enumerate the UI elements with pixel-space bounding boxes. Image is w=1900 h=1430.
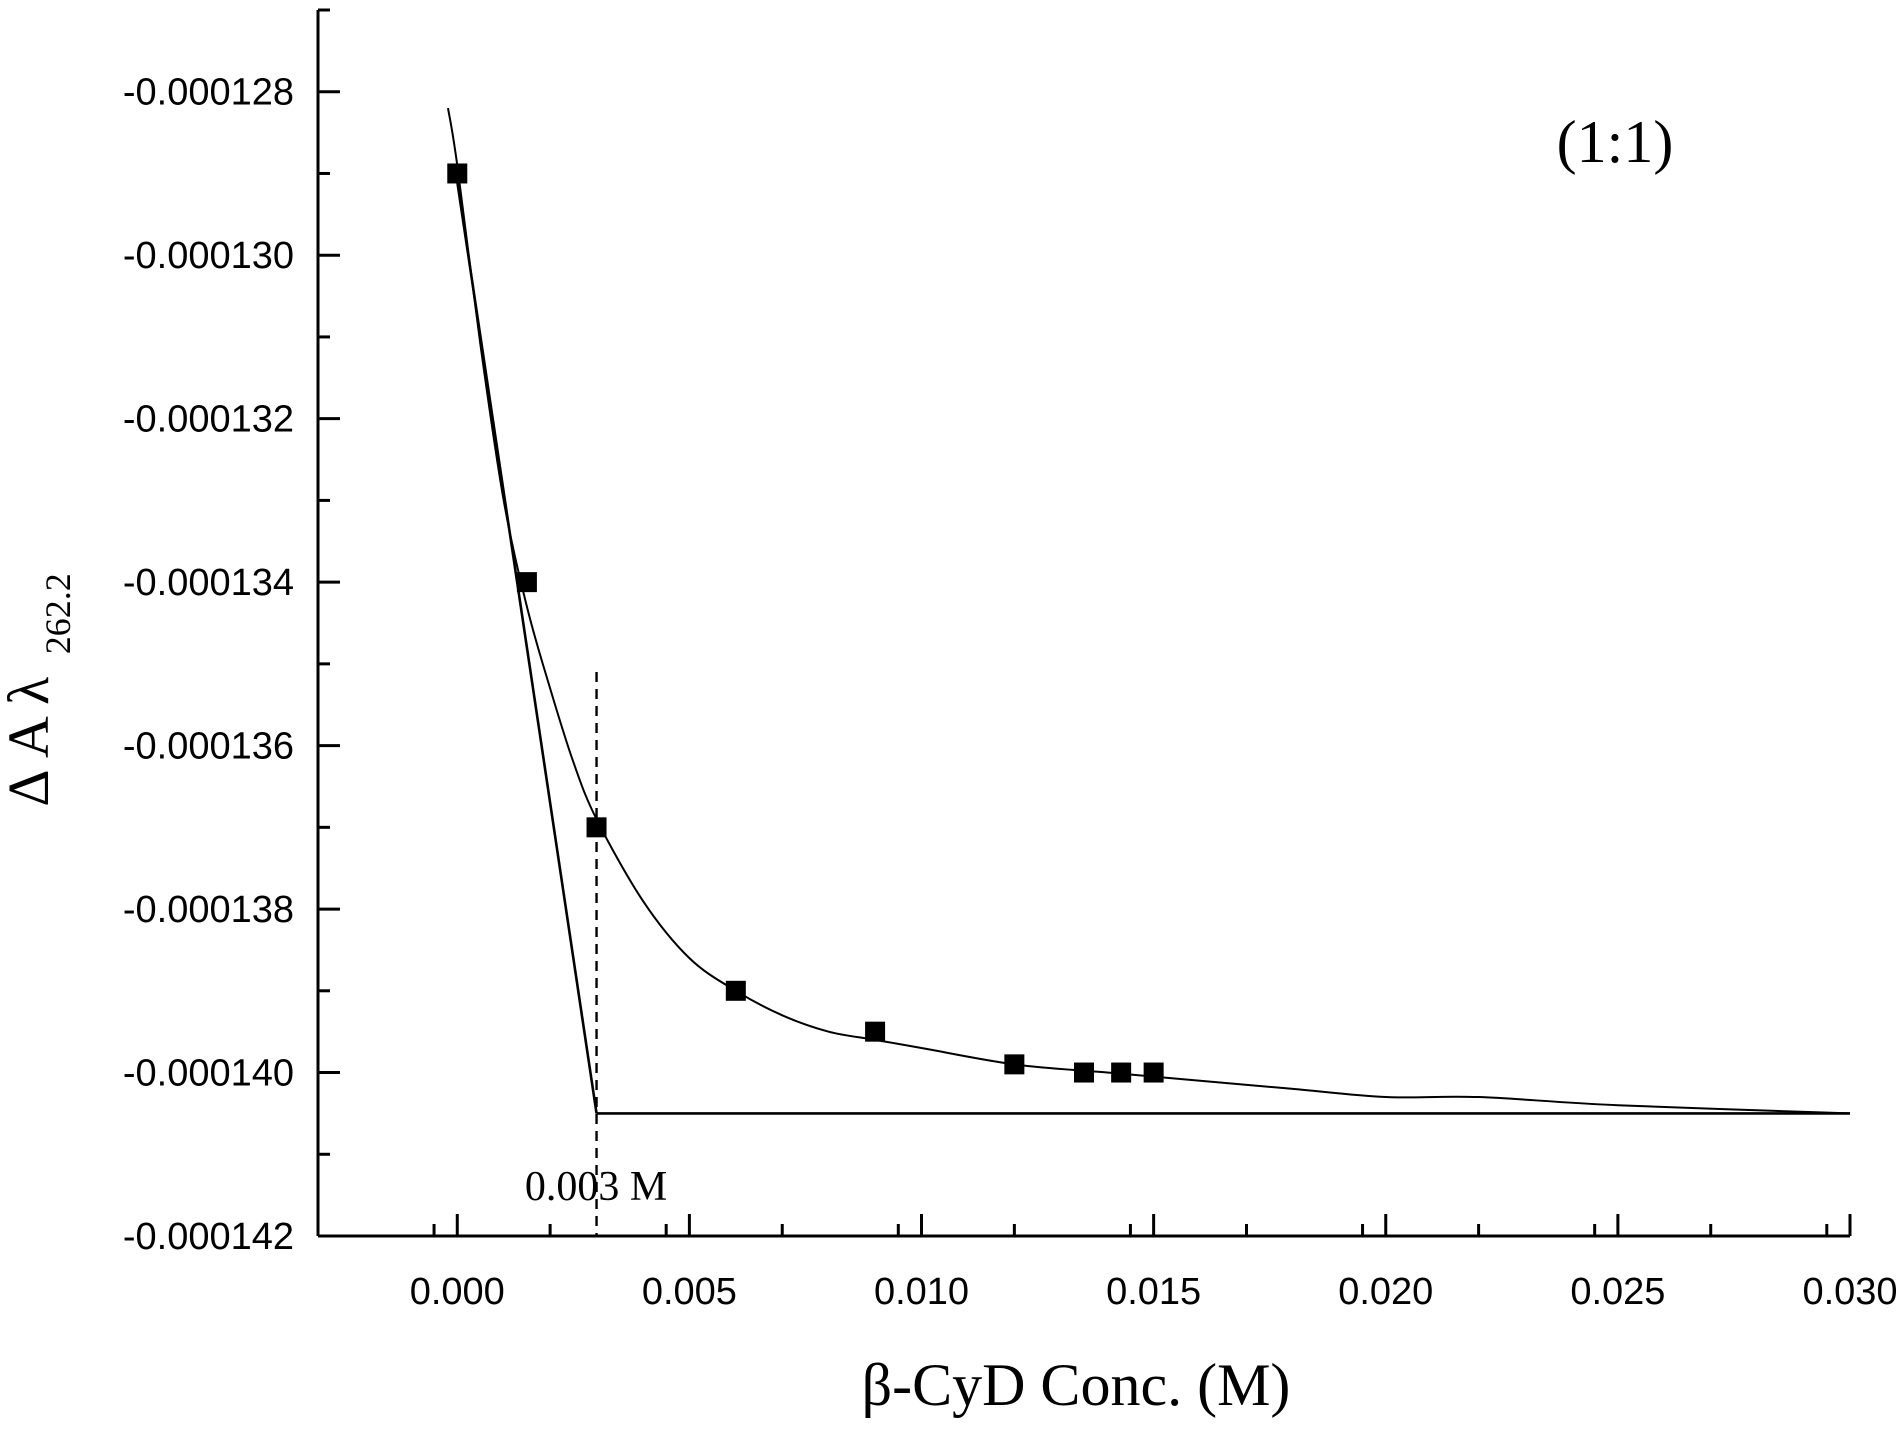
fit-lines bbox=[447, 107, 1851, 1236]
data-point bbox=[447, 163, 468, 184]
x-tick-label: 0.005 bbox=[642, 1271, 737, 1313]
data-point bbox=[586, 817, 607, 838]
y-tick-label: -0.000130 bbox=[123, 235, 294, 277]
x-axis-label: β-CyD Conc. (M) bbox=[862, 1352, 1291, 1418]
y-ticks: -0.000128 -0.000130 -0.000132 -0.000134 -0.0… bbox=[123, 8, 340, 1258]
fit-curve bbox=[447, 107, 1851, 1115]
x-tick-label: 0.000 bbox=[410, 1271, 505, 1313]
y-axis-label-main: Δ A λ bbox=[0, 677, 61, 807]
y-axis-label-subscript: 262.2 bbox=[38, 573, 78, 654]
annotation-ratio: (1:1) bbox=[1557, 109, 1674, 175]
y-tick-label: -0.000134 bbox=[123, 562, 294, 604]
y-tick-label: -0.000128 bbox=[123, 72, 294, 114]
y-tick-label: -0.000142 bbox=[123, 1216, 294, 1258]
y-tick-label: -0.000132 bbox=[123, 399, 294, 441]
x-tick-label: 0.010 bbox=[874, 1271, 969, 1313]
data-point bbox=[1074, 1062, 1094, 1083]
data-point bbox=[1143, 1062, 1164, 1083]
data-point bbox=[865, 1021, 886, 1042]
y-tick-label: -0.000136 bbox=[123, 726, 294, 768]
axes bbox=[316, 10, 1850, 1238]
data-point bbox=[1111, 1062, 1132, 1083]
data-points bbox=[447, 163, 1164, 1083]
x-ticks: 0.000 0.005 0.010 0.015 0.020 0.025 0.030 bbox=[316, 1214, 1898, 1313]
x-tick-label: 0.015 bbox=[1106, 1271, 1201, 1313]
x-tick-label: 0.025 bbox=[1570, 1271, 1665, 1313]
annotation-break-point: 0.003 M bbox=[525, 1164, 667, 1210]
y-tick-label: -0.000138 bbox=[123, 889, 294, 931]
x-tick-label: 0.030 bbox=[1802, 1271, 1897, 1313]
data-point bbox=[516, 572, 537, 593]
y-axis-label: Δ A λ 262.2 bbox=[0, 573, 78, 806]
x-tick-label: 0.020 bbox=[1338, 1271, 1433, 1313]
y-tick-label: -0.000140 bbox=[123, 1053, 294, 1095]
data-point bbox=[1004, 1054, 1025, 1075]
data-point bbox=[725, 980, 746, 1001]
tangent-line bbox=[455, 181, 598, 1114]
